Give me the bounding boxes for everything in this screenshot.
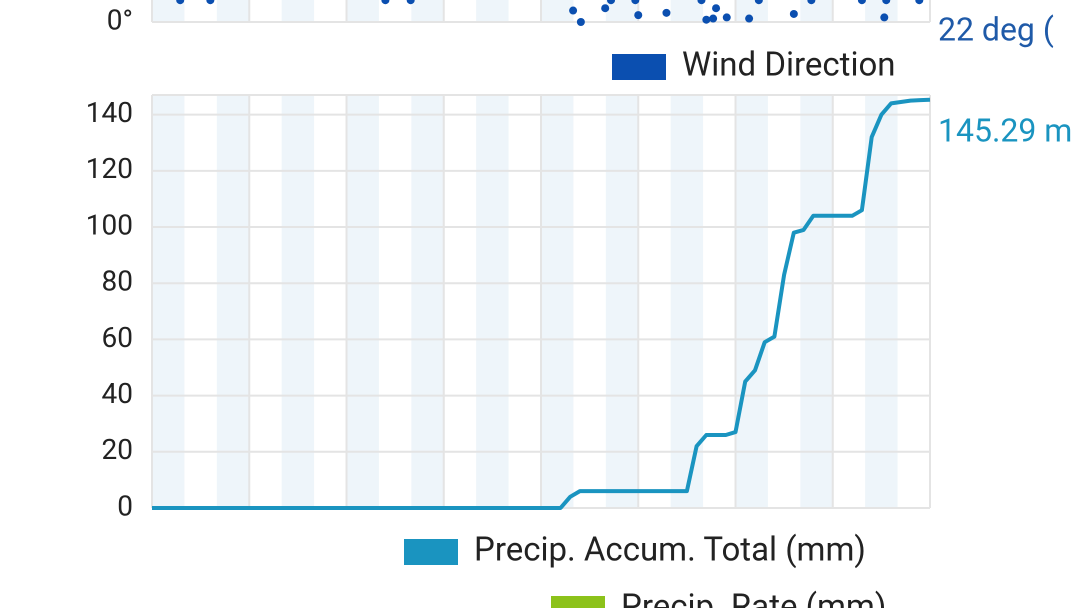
- current-value: 145.29 m: [938, 111, 1072, 149]
- background-band: [670, 0, 704, 22]
- y-tick-label: 0: [117, 489, 133, 522]
- wind-point: [915, 0, 924, 5]
- wind-point: [722, 13, 731, 22]
- wind-point: [662, 8, 671, 17]
- legend-swatch: [404, 539, 458, 565]
- wind-point: [176, 0, 185, 5]
- wind-point: [709, 14, 718, 23]
- wind-point: [569, 6, 578, 15]
- background-band: [735, 95, 768, 508]
- wind-point: [576, 18, 585, 26]
- y-tick-label: 0°: [107, 3, 133, 36]
- legend-swatch: [551, 596, 605, 608]
- wind-point: [381, 0, 390, 5]
- background-band: [865, 95, 898, 508]
- y-tick-label: 60: [102, 321, 133, 354]
- background-band: [346, 0, 379, 22]
- wind-point: [607, 0, 616, 5]
- wind-point: [882, 0, 891, 5]
- wind-point: [702, 15, 711, 24]
- accumulation-line: [152, 97, 931, 510]
- background-band: [216, 0, 250, 22]
- background-band: [800, 0, 833, 22]
- background-band: [605, 95, 639, 508]
- wind-point: [601, 4, 610, 13]
- legend-swatch: [612, 54, 666, 80]
- y-tick-label: 20: [102, 433, 133, 466]
- background-band: [541, 0, 574, 22]
- wind-point: [697, 0, 706, 5]
- background-band: [216, 95, 250, 508]
- wind-point: [206, 0, 215, 5]
- background-band: [541, 95, 574, 508]
- legend-label: Precip. Rate (mm): [621, 588, 886, 608]
- background-band: [411, 0, 444, 22]
- background-band: [476, 95, 509, 508]
- wind-point: [631, 0, 640, 5]
- y-tick-label: 80: [102, 265, 133, 298]
- background-band: [281, 0, 315, 22]
- legend-label: Precip. Accum. Total (mm): [474, 531, 866, 570]
- y-tick-label: 120: [86, 152, 133, 185]
- wind-point: [712, 4, 721, 13]
- wind-point: [857, 0, 866, 5]
- wind-point: [406, 0, 415, 5]
- background-band: [152, 95, 185, 508]
- wind-point: [634, 11, 643, 20]
- background-band: [346, 95, 379, 508]
- wind-point: [745, 14, 754, 23]
- wind-point: [754, 0, 763, 5]
- background-band: [152, 0, 185, 22]
- background-band: [411, 95, 444, 508]
- y-tick-label: 140: [86, 96, 133, 129]
- wind-point: [789, 9, 798, 18]
- wind-point: [807, 0, 816, 5]
- background-band: [800, 95, 833, 508]
- background-band: [670, 95, 704, 508]
- background-band: [865, 0, 898, 22]
- y-tick-label: 100: [86, 208, 133, 241]
- legend-label: Wind Direction: [682, 46, 896, 85]
- background-band: [605, 0, 639, 22]
- background-band: [735, 0, 768, 22]
- y-tick-label: 40: [102, 377, 133, 410]
- background-band: [281, 95, 315, 508]
- current-value: 22 deg (: [938, 10, 1054, 48]
- wind-point: [880, 13, 889, 22]
- background-band: [476, 0, 509, 22]
